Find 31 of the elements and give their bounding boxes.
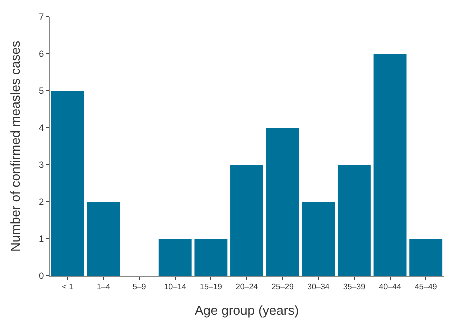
x-tick-label: 20–24 [236,282,259,292]
x-tick-label: 40–44 [379,282,402,292]
x-tick-label: 10–14 [164,282,188,292]
bar [230,165,264,276]
x-tick-label: 30–34 [308,282,330,292]
bar [338,165,371,276]
x-axis-title: Age group (years) [194,303,300,318]
x-tick-label: 5–9 [132,282,147,292]
x-tick-label: 45–49 [414,282,438,292]
bar [158,239,192,276]
bar [51,91,84,276]
y-tick-label: 3 [39,160,44,170]
y-tick-label: 2 [39,197,44,208]
y-tick-label: 1 [39,234,44,244]
x-tick-label: < 1 [62,282,74,292]
bar [374,54,407,276]
y-axis-title: Number of confirmed measles cases [8,40,24,252]
y-tick-label: 7 [39,12,44,22]
y-tick-label: 6 [39,49,44,60]
x-tick-label: 15–19 [200,282,223,292]
y-tick-label: 4 [39,123,44,134]
bar [302,202,336,276]
bar [266,128,300,276]
y-tick-label: 5 [39,86,44,96]
x-tick-label: 25–29 [272,282,294,292]
y-tick-label: 0 [39,271,44,282]
x-tick-label: 1–4 [97,282,111,292]
x-tick-label: 35–39 [343,282,366,292]
bar [87,202,120,276]
bar [410,239,443,276]
bar [194,239,228,276]
